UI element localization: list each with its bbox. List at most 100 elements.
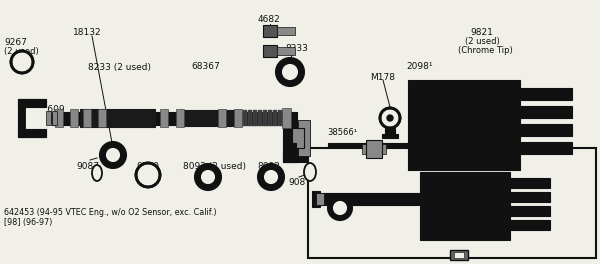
Bar: [320, 193, 420, 205]
Ellipse shape: [304, 163, 316, 181]
Bar: [253, 110, 257, 126]
Bar: [46, 111, 51, 125]
Bar: [362, 144, 386, 154]
Bar: [520, 124, 572, 136]
Bar: [277, 47, 295, 55]
Text: 68367: 68367: [191, 62, 220, 71]
Bar: [282, 108, 291, 128]
Circle shape: [380, 108, 400, 128]
Bar: [238, 110, 242, 126]
Bar: [385, 128, 395, 134]
Bar: [55, 109, 63, 127]
Text: 9080: 9080: [136, 162, 159, 171]
Ellipse shape: [92, 165, 102, 181]
Bar: [18, 99, 46, 137]
Text: 8092: 8092: [257, 162, 280, 171]
Circle shape: [283, 65, 297, 79]
Bar: [420, 172, 510, 240]
Text: 9821: 9821: [472, 165, 495, 174]
Circle shape: [387, 115, 393, 121]
Text: 28609: 28609: [36, 105, 65, 114]
Bar: [18, 129, 46, 137]
Bar: [218, 109, 226, 127]
Text: 7392: 7392: [383, 176, 406, 185]
Bar: [283, 148, 330, 162]
Text: 8233 (2 used): 8233 (2 used): [88, 63, 151, 72]
Text: 38566¹: 38566¹: [327, 128, 357, 137]
Text: 2098¹: 2098¹: [406, 62, 433, 71]
Bar: [283, 112, 297, 162]
Text: 8233: 8233: [322, 215, 345, 224]
Bar: [284, 143, 296, 149]
Bar: [70, 109, 78, 127]
Bar: [510, 178, 550, 188]
Bar: [292, 128, 304, 148]
Bar: [312, 191, 320, 207]
Bar: [450, 250, 468, 260]
Bar: [98, 109, 106, 127]
Circle shape: [265, 171, 277, 183]
Text: [98] (96-97): [98] (96-97): [4, 218, 52, 227]
Bar: [180, 110, 235, 126]
Bar: [520, 142, 572, 154]
Bar: [366, 140, 382, 158]
Bar: [26, 107, 46, 129]
Bar: [263, 45, 277, 57]
Circle shape: [136, 163, 160, 187]
Bar: [52, 112, 290, 125]
Bar: [277, 27, 295, 35]
Text: Welded Assembly: Welded Assembly: [358, 166, 433, 175]
Bar: [263, 25, 277, 37]
Text: 642453 (94-95 VTEC Eng., w/o O2 Sensor, exc. Calif.): 642453 (94-95 VTEC Eng., w/o O2 Sensor, …: [4, 208, 217, 217]
Text: 8092 (2 used): 8092 (2 used): [183, 162, 246, 171]
Bar: [308, 148, 596, 258]
Text: 18132: 18132: [73, 28, 101, 37]
Bar: [316, 193, 324, 205]
Text: 9087: 9087: [76, 162, 99, 171]
Bar: [278, 110, 282, 126]
Circle shape: [11, 51, 33, 73]
Text: (2 used): (2 used): [465, 37, 500, 46]
Bar: [234, 109, 242, 127]
Text: 8531 (2 used): 8531 (2 used): [450, 238, 509, 247]
Bar: [382, 134, 398, 138]
Bar: [83, 109, 91, 127]
Text: 8531 (2 used): 8531 (2 used): [447, 145, 506, 154]
Circle shape: [100, 142, 126, 168]
Bar: [446, 184, 458, 192]
Text: 9821: 9821: [470, 28, 493, 37]
Bar: [258, 110, 262, 126]
Bar: [46, 113, 52, 123]
Circle shape: [202, 171, 214, 183]
Circle shape: [107, 149, 119, 161]
Bar: [408, 80, 520, 170]
Bar: [243, 110, 247, 126]
Bar: [268, 110, 272, 126]
Bar: [510, 192, 550, 202]
Bar: [442, 182, 462, 194]
Text: (2 used): (2 used): [4, 47, 39, 56]
Bar: [520, 106, 572, 118]
Circle shape: [334, 202, 346, 214]
Text: 4682: 4682: [258, 15, 281, 24]
Text: M178: M178: [370, 73, 395, 82]
Bar: [510, 220, 550, 230]
Bar: [263, 110, 267, 126]
Text: (Chrome Tip): (Chrome Tip): [458, 46, 513, 55]
Bar: [273, 110, 277, 126]
Bar: [520, 88, 572, 100]
Bar: [176, 109, 184, 127]
Bar: [52, 111, 57, 125]
Circle shape: [328, 196, 352, 220]
Text: OR: OR: [385, 155, 405, 168]
Circle shape: [276, 58, 304, 86]
Circle shape: [258, 164, 284, 190]
Text: 8233: 8233: [285, 44, 308, 53]
Bar: [18, 99, 46, 107]
Circle shape: [195, 164, 221, 190]
Text: (2 used): (2 used): [465, 174, 500, 183]
Text: (Chrome Tip): (Chrome Tip): [456, 183, 511, 192]
Bar: [80, 109, 155, 127]
Bar: [510, 206, 550, 216]
Bar: [248, 110, 252, 126]
